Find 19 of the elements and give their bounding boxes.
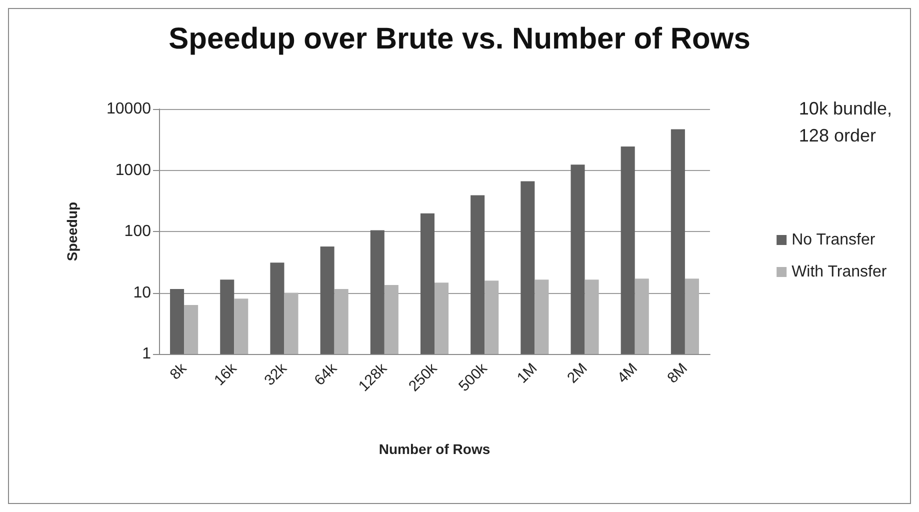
legend-label: With Transfer xyxy=(792,264,888,280)
x-tick-label: 16k xyxy=(211,360,240,390)
x-tick-label: 4M xyxy=(614,360,641,387)
y-tick-label: 1 xyxy=(142,346,152,362)
chart-title: Speedup over Brute vs. Number of Rows xyxy=(168,22,750,56)
x-tick-label: 1M xyxy=(514,360,541,387)
legend-label: No Transfer xyxy=(792,232,876,248)
y-tick-label: 100 xyxy=(124,223,152,240)
y-tick-label: 1000 xyxy=(115,162,152,179)
y-tick-label: 10000 xyxy=(106,100,152,118)
y-axis-title: Speedup xyxy=(64,202,80,262)
x-tick-label: 8M xyxy=(664,360,691,387)
x-tick-label: 8k xyxy=(166,360,190,384)
x-axis-title: Number of Rows xyxy=(378,441,490,457)
x-tick-label: 32k xyxy=(261,360,291,390)
text: 10k bundle, 128 order xyxy=(798,98,892,146)
x-tick-label: 2M xyxy=(564,360,591,387)
x-tick-label: 64k xyxy=(311,360,341,390)
y-tick-label: 10 xyxy=(133,284,152,302)
